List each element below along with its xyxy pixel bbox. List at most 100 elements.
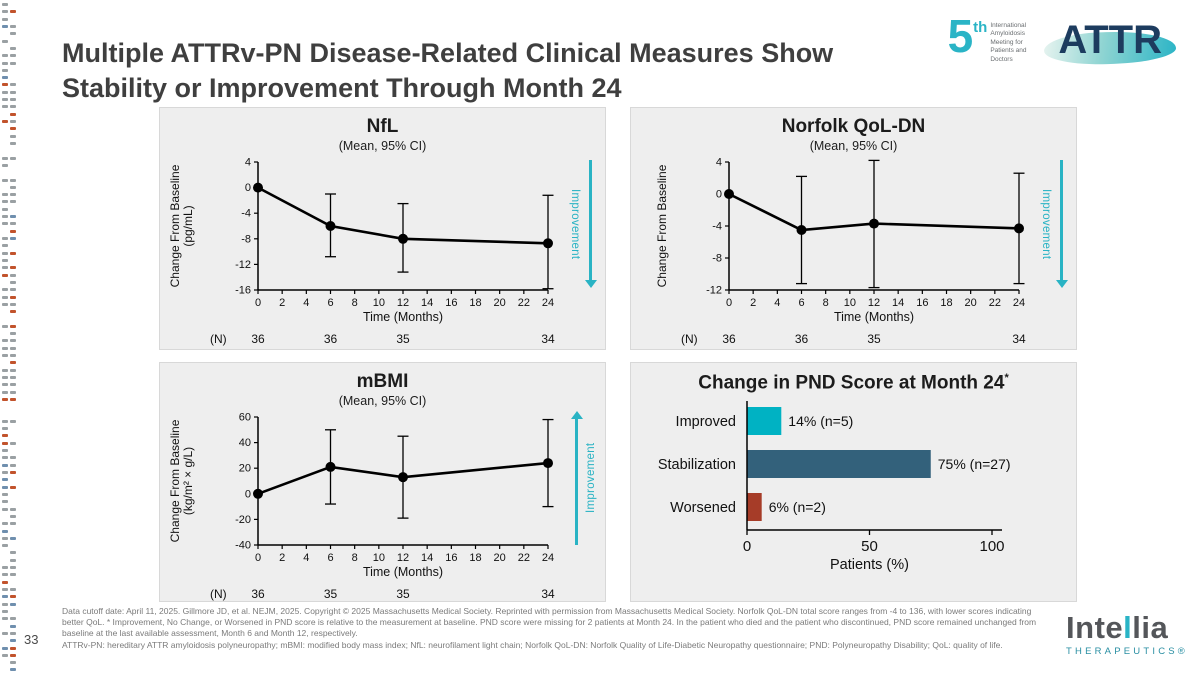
chart-subtitle-mbmi: (Mean, 95% CI)	[338, 393, 427, 408]
x-tick-label: 20	[494, 297, 506, 309]
data-point	[543, 457, 553, 468]
n-value: 36	[795, 332, 809, 346]
down-arrow-icon	[583, 159, 597, 288]
series-line	[728, 192, 1020, 232]
x-tick-label: 100	[979, 538, 1004, 555]
intellia-logo: Intellia THERAPEUTICS®	[1066, 612, 1188, 657]
y-tick-label: -4	[712, 220, 722, 232]
data-point	[398, 472, 408, 483]
x-tick-label: 20	[494, 552, 506, 564]
chart-panel-nfl: NfL (Mean, 95% CI) 4 0 -4 -8 -12 -16 0 2 4 6 8 10 12…	[159, 107, 606, 350]
intellia-wordmark: Intellia	[1066, 610, 1169, 645]
improvement-label: Improvement	[585, 442, 597, 514]
x-tick-label: 24	[542, 552, 554, 564]
x-axis-title: Time (Months)	[363, 565, 443, 579]
x-tick-label: 2	[750, 297, 756, 309]
chart-title-norfolk: Norfolk QoL-DN	[781, 116, 926, 137]
y-tick-label: 4	[245, 156, 251, 168]
svg-text:(kg/m² × g/L): (kg/m² × g/L)	[181, 447, 195, 515]
y-axis-title: Change From Baseline (pg/mL)	[168, 164, 195, 287]
bar-value-label: 6% (n=2)	[769, 499, 826, 515]
n-value: 35	[396, 587, 410, 601]
x-tick-label: 6	[798, 297, 804, 309]
slide-title: Multiple ATTRv-PN Disease-Related Clinic…	[62, 38, 834, 104]
y-tick-label: -8	[241, 233, 251, 245]
x-tick-label: 4	[303, 297, 309, 309]
chart-panel-norfolk: Norfolk QoL-DN (Mean, 95% CI) 4 0 -4 -8 -12 0…	[630, 107, 1077, 350]
x-axis-title: Time (Months)	[363, 310, 443, 324]
n-value: 35	[396, 332, 410, 346]
x-tick-label: 8	[352, 297, 358, 309]
series-line	[257, 461, 549, 495]
x-tick-label: 10	[373, 297, 385, 309]
x-tick-label: 8	[352, 552, 358, 564]
n-value: 35	[867, 332, 881, 346]
bar	[747, 450, 931, 479]
y-tick-label: 60	[239, 411, 251, 423]
data-point	[398, 233, 408, 244]
x-tick-label: 6	[327, 297, 333, 309]
footnote-references: Data cutoff date: April 11, 2025. Gillmo…	[62, 606, 1037, 639]
data-point	[325, 220, 336, 231]
logo-wordmark: ATTR	[1046, 16, 1174, 62]
n-label: (N)	[210, 332, 227, 346]
y-tick-label: 4	[716, 156, 722, 168]
x-tick-label: 12	[868, 297, 880, 309]
n-label: (N)	[210, 587, 227, 601]
x-tick-label: 8	[823, 297, 829, 309]
x-tick-label: 0	[743, 538, 751, 555]
y-tick-label: -12	[235, 259, 251, 271]
bar-value-label: 75% (n=27)	[938, 456, 1011, 472]
improvement-label: Improvement	[1040, 188, 1052, 260]
y-tick-label: -4	[241, 208, 251, 220]
x-axis-title: Time (Months)	[834, 310, 914, 324]
chart-title-nfl: NfL	[366, 116, 399, 137]
svg-text:Change From Baseline: Change From Baseline	[655, 164, 669, 287]
n-value: 34	[541, 587, 555, 601]
footnote-abbreviations: ATTRv-PN: hereditary ATTR amyloidosis po…	[62, 640, 1003, 651]
n-value: 36	[324, 332, 338, 346]
y-tick-label: -40	[235, 539, 251, 551]
n-value: 36	[251, 587, 265, 601]
chart-subtitle-norfolk: (Mean, 95% CI)	[809, 138, 898, 153]
bar-value-label: 14% (n=5)	[788, 413, 853, 429]
x-tick-label: 16	[916, 297, 928, 309]
x-tick-label: 22	[518, 297, 530, 309]
data-point	[724, 188, 734, 199]
y-axis-title: Change From Baseline (kg/m² × g/L)	[168, 419, 195, 542]
bar-category-label: Improved	[676, 414, 736, 430]
x-tick-label: 10	[373, 552, 385, 564]
x-tick-label: 24	[542, 297, 554, 309]
attr-meeting-logo: 5th International Amyloidosis Meeting fo…	[948, 13, 1174, 64]
down-arrow-icon	[1054, 159, 1068, 288]
x-tick-label: 14	[892, 297, 904, 309]
x-tick-label: 16	[445, 552, 457, 564]
x-tick-label: 20	[965, 297, 977, 309]
data-point	[869, 218, 879, 229]
n-value: 34	[1012, 332, 1026, 346]
x-tick-label: 14	[421, 297, 433, 309]
x-tick-label: 18	[469, 552, 481, 564]
improvement-arrow-down: Improvement	[1040, 159, 1068, 288]
x-tick-label: 18	[940, 297, 952, 309]
x-tick-label: 22	[989, 297, 1001, 309]
x-tick-label: 22	[518, 552, 530, 564]
bar-category-label: Stabilization	[658, 457, 736, 473]
decorative-left-strip	[2, 0, 19, 675]
y-tick-label: 0	[716, 188, 722, 200]
chart-title-pnd: Change in PND Score at Month 24*	[698, 372, 1009, 394]
n-value: 35	[324, 587, 338, 601]
bar-category-label: Worsened	[670, 500, 736, 516]
up-arrow-icon	[569, 410, 583, 545]
x-tick-label: 16	[445, 297, 457, 309]
improvement-label: Improvement	[569, 188, 581, 260]
x-tick-label: 6	[327, 552, 333, 564]
x-tick-label: 50	[861, 538, 878, 555]
data-point	[796, 224, 807, 235]
chart-panel-mbmi: mBMI (Mean, 95% CI) 60 40 20 0 -20 -40 0 2 4 6 8 10…	[159, 362, 606, 602]
data-point	[253, 488, 263, 499]
intellia-subtitle: THERAPEUTICS®	[1066, 646, 1188, 657]
data-point	[325, 461, 336, 472]
